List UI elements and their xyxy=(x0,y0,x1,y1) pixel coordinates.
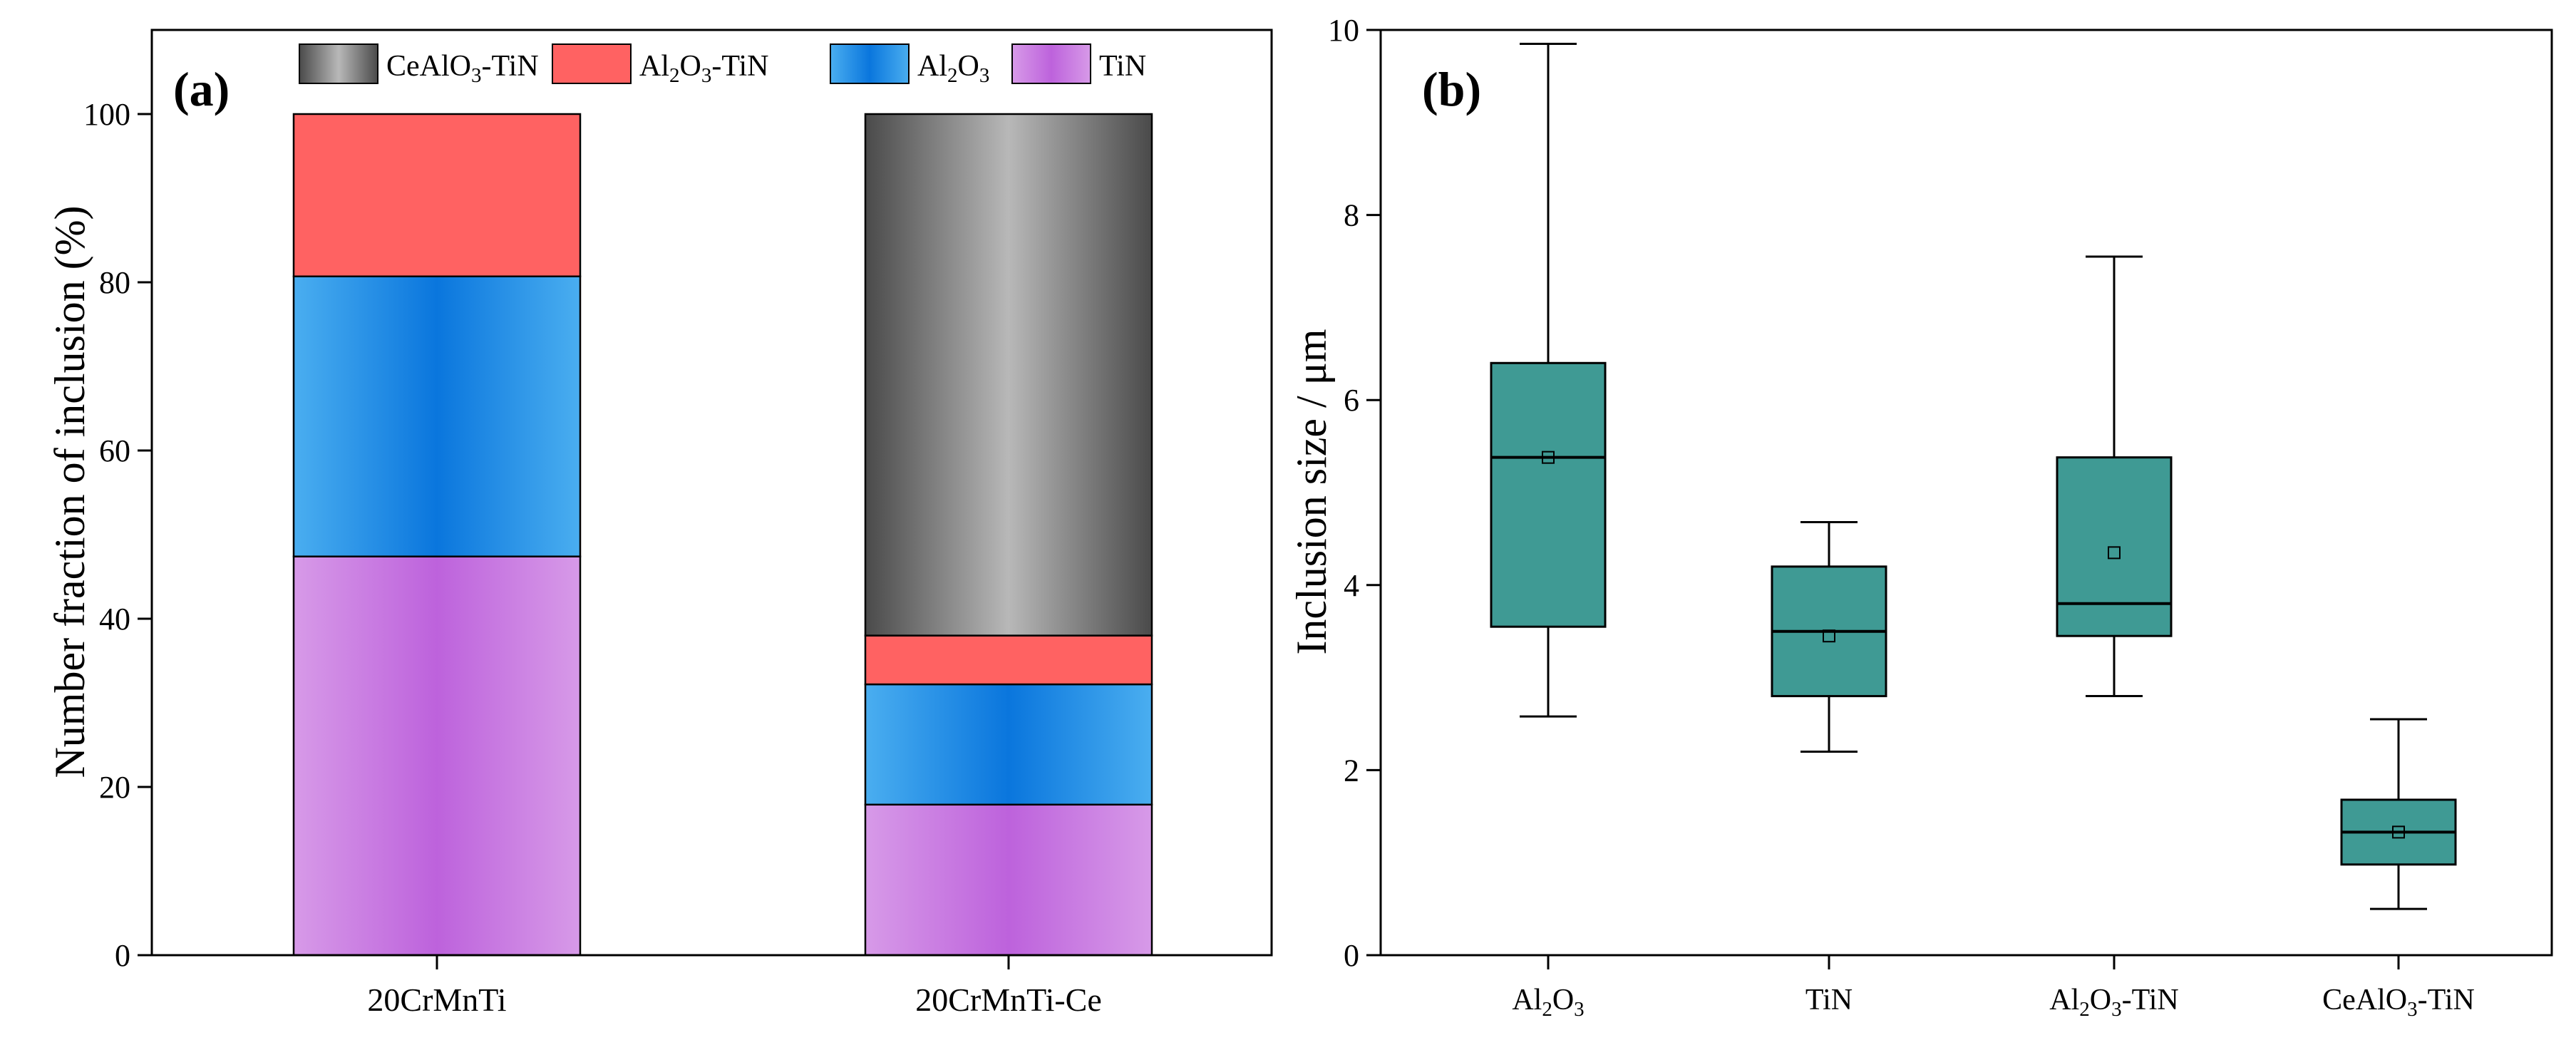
legend-label-al2o3: Al2O3 xyxy=(917,50,989,87)
panel-a-x-tick-label: 20CrMnTi-Ce xyxy=(915,982,1102,1018)
panel-b-x-tick-label-cealo3-tin-part: CeAlO xyxy=(2322,984,2407,1016)
panel-b-y-axis-title: Inclusion size / μm xyxy=(1288,329,1335,654)
box-al2o3 xyxy=(1490,42,1607,718)
legend-swatch-cealo3-tin xyxy=(299,43,378,84)
bar-20crmnti-ce-al2o3 xyxy=(864,683,1153,806)
panel-b-x-tick-label-al2o3-tin-part: 2 xyxy=(2079,998,2090,1021)
bar-20crmnti-al2o3 xyxy=(292,275,582,557)
panel-b-y-tick-label: 0 xyxy=(1344,938,1359,973)
panel-a-label: (a) xyxy=(173,62,230,116)
box-al2o3-tin xyxy=(2056,255,2173,698)
panel-a-y-tick-label: 80 xyxy=(99,265,130,300)
panel-a-y-tick-label: 60 xyxy=(99,433,130,468)
panel-b-label: (b) xyxy=(1422,62,1481,116)
panel-b-x-tick-label-al2o3-tin-part: -TiN xyxy=(2122,984,2179,1016)
panel-b-x-tick-label-cealo3-tin-part: -TiN xyxy=(2418,984,2475,1016)
legend-label-tin: TiN xyxy=(1099,50,1146,83)
panel-b-y-tick-label: 10 xyxy=(1328,13,1359,48)
panel-a-legend: CeAlO3-TiN Al2O3-TiN Al2O3 TiN xyxy=(299,43,1146,87)
panel-b-x-tick-label-al2o3-tin-part: Al xyxy=(2049,984,2079,1016)
mean-marker-al2o3 xyxy=(1542,451,1555,464)
panel-b-x-tick-label-al2o3-part: 3 xyxy=(1574,998,1585,1021)
panel-a-y-axis-title: Number fraction of inclusion (%) xyxy=(46,205,93,778)
legend-label-cealo3-tin: CeAlO3-TiN xyxy=(386,50,539,87)
mean-marker-cealo3-tin xyxy=(2392,825,2405,839)
legend-label-al2o3-tin: Al2O3-TiN xyxy=(639,50,769,87)
panel-b-x-tick-label-al2o3: Al2O3 xyxy=(1512,984,1584,1021)
box-tin xyxy=(1771,521,1887,753)
bar-20crmnti-al2o3-tin xyxy=(292,113,582,277)
legend-swatch-tin xyxy=(1011,43,1091,84)
panel-b-x-tick-label-al2o3-tin: Al2O3-TiN xyxy=(2049,984,2179,1021)
panel-a-y-tick-label: 20 xyxy=(99,770,130,805)
legend-label-al2o3-tin-part: O xyxy=(680,50,701,83)
bar-20crmnti-ce-tin xyxy=(864,803,1153,957)
panel-b-x-tick-label-al2o3-tin-part: 3 xyxy=(2111,998,2122,1021)
panel-b-x-tick-label-tin: TiN xyxy=(1805,984,1853,1016)
panel-b-x-tick-label-al2o3-part: O xyxy=(1552,984,1574,1016)
legend-label-al2o3-tin-part: Al xyxy=(639,50,669,83)
legend-label-al2o3-tin-part: 2 xyxy=(669,64,680,87)
iqr-box-al2o3-tin xyxy=(2056,456,2173,637)
panel-b-y-tick-label: 2 xyxy=(1344,753,1359,788)
panel-a-x-tick-label: 20CrMnTi xyxy=(367,982,506,1018)
mean-marker-al2o3-tin xyxy=(2108,546,2121,560)
legend-label-cealo3-tin-part: 3 xyxy=(471,64,482,87)
panel-b-x-tick-label-tin-part: TiN xyxy=(1805,984,1853,1016)
legend-swatch-al2o3 xyxy=(830,43,910,84)
legend-label-al2o3-tin-part: 3 xyxy=(701,64,712,87)
legend-label-al2o3-part: O xyxy=(958,50,979,83)
legend-swatch-al2o3-tin xyxy=(552,43,632,84)
bar-20crmnti-ce-cealo3-tin xyxy=(864,113,1153,637)
legend-label-al2o3-tin-part: -TiN xyxy=(711,50,768,83)
mean-marker-tin xyxy=(1823,629,1835,643)
bar-20crmnti-tin xyxy=(292,555,582,957)
panel-b-y-tick-label: 8 xyxy=(1344,198,1359,233)
legend-label-cealo3-tin-part: CeAlO xyxy=(386,50,471,83)
panel-a-y-tick-label: 0 xyxy=(115,938,130,973)
panel-b-y-tick-label: 4 xyxy=(1344,568,1359,603)
panel-b-plot-frame xyxy=(1379,29,2553,957)
legend-label-cealo3-tin-part: -TiN xyxy=(482,50,539,83)
legend-label-tin-part: TiN xyxy=(1099,50,1146,83)
panel-a-plot-frame xyxy=(150,29,1273,957)
panel-b-x-tick-label-al2o3-part: Al xyxy=(1512,984,1542,1016)
panel-b-x-tick-label-al2o3-tin-part: O xyxy=(2090,984,2111,1016)
iqr-box-al2o3 xyxy=(1490,361,1607,628)
panel-b-y-tick-label: 6 xyxy=(1344,383,1359,418)
panel-b-x-tick-label-al2o3-part: 2 xyxy=(1542,998,1552,1021)
panel-a-y-tick-label: 100 xyxy=(83,97,130,132)
legend-label-al2o3-part: Al xyxy=(917,50,947,83)
legend-label-al2o3-part: 3 xyxy=(979,64,990,87)
panel-a-stacked-bar-chart: 0 20 40 60 80 100 20CrMnTi 20CrMnTi-Ce (a) Numb… xyxy=(46,29,1273,1018)
panel-b-x-tick-label-cealo3-tin: CeAlO3-TiN xyxy=(2322,984,2475,1021)
box-cealo3-tin xyxy=(2340,718,2457,910)
bar-20crmnti-ce-al2o3-tin xyxy=(864,634,1153,686)
panel-b-x-tick-label-cealo3-tin-part: 3 xyxy=(2407,998,2418,1021)
legend-label-al2o3-part: 2 xyxy=(947,64,958,87)
panel-a-y-tick-label: 40 xyxy=(99,602,130,637)
